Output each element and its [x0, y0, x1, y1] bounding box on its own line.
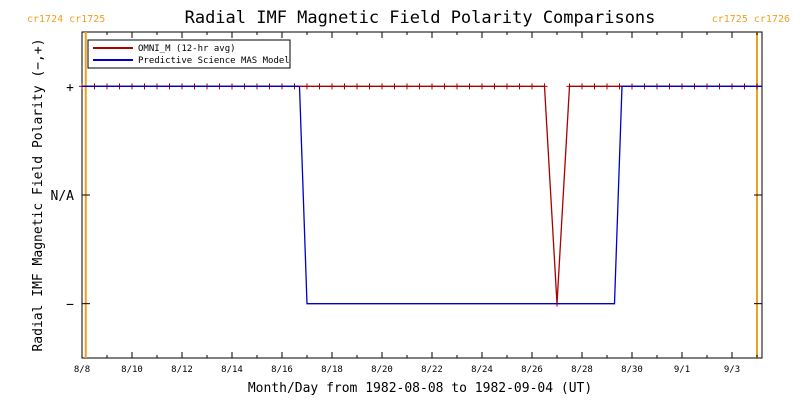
- data-point: [429, 83, 435, 90]
- series-layer: [79, 83, 762, 307]
- x-tick-label: 8/22: [421, 365, 443, 375]
- series-line-1: [82, 85, 762, 305]
- chart-title: Radial IMF Magnetic Field Polarity Compa…: [185, 8, 656, 28]
- cr-label-left: cr1724 cr1725: [27, 14, 105, 25]
- data-point: [354, 83, 360, 90]
- data-point: [466, 83, 473, 90]
- x-tick-label: 8/18: [321, 365, 343, 375]
- plot-frame: [81, 31, 763, 359]
- legend-label-mas: Predictive Science MAS Model: [138, 56, 290, 66]
- data-point: [391, 83, 398, 90]
- data-point: [591, 83, 598, 90]
- cr-label-right: cr1725 cr1726: [712, 14, 790, 25]
- x-tick-label: 8/10: [121, 365, 143, 375]
- data-point: [454, 83, 460, 90]
- data-point: [504, 83, 510, 90]
- axis-ticks: 8/8 8/10 8/12 8/14 8/16 8/18 8/20 8/22 8/24 8/26 8…: [51, 32, 762, 375]
- x-tick-label: 8/8: [74, 365, 90, 375]
- data-point: [316, 83, 323, 90]
- x-tick-label: 9/1: [674, 365, 690, 375]
- data-point: [541, 83, 548, 90]
- y-axis-label: Radial IMF Magnetic Field Polarity (−,+): [31, 38, 46, 351]
- x-tick-label: 8/30: [621, 365, 643, 375]
- y-tick-label: N/A: [51, 189, 75, 204]
- y-tick-label: −: [66, 298, 74, 313]
- data-point: [579, 83, 585, 90]
- x-tick-label: 9/3: [724, 365, 740, 375]
- data-point: [341, 83, 348, 90]
- x-tick-label: 8/12: [171, 365, 193, 375]
- data-point: [329, 83, 335, 90]
- data-point: [304, 83, 310, 90]
- data-point: [366, 83, 373, 90]
- x-tick-label: 8/20: [371, 365, 393, 375]
- x-tick-label: 8/16: [271, 365, 293, 375]
- x-tick-label: 8/14: [221, 365, 243, 375]
- data-point: [404, 83, 410, 90]
- data-point: [516, 83, 523, 90]
- x-tick-label: 8/28: [571, 365, 593, 375]
- legend: OMNI_M (12-hr avg) Predictive Science MA…: [87, 39, 291, 69]
- data-point: [416, 83, 423, 90]
- series-line-0: [82, 85, 757, 304]
- data-point: [529, 83, 535, 90]
- data-point: [566, 83, 573, 90]
- data-point: [491, 83, 498, 90]
- y-tick-label: +: [66, 80, 74, 95]
- x-tick-label: 8/24: [471, 365, 493, 375]
- x-tick-label: 8/26: [521, 365, 543, 375]
- data-point: [479, 83, 485, 90]
- data-point: [379, 83, 385, 90]
- data-point: [441, 83, 448, 90]
- data-point: [604, 83, 610, 90]
- x-axis-label: Month/Day from 1982-08-08 to 1982-09-04 …: [248, 381, 592, 396]
- legend-label-omni: OMNI_M (12-hr avg): [138, 44, 236, 54]
- legend-box: [87, 39, 291, 69]
